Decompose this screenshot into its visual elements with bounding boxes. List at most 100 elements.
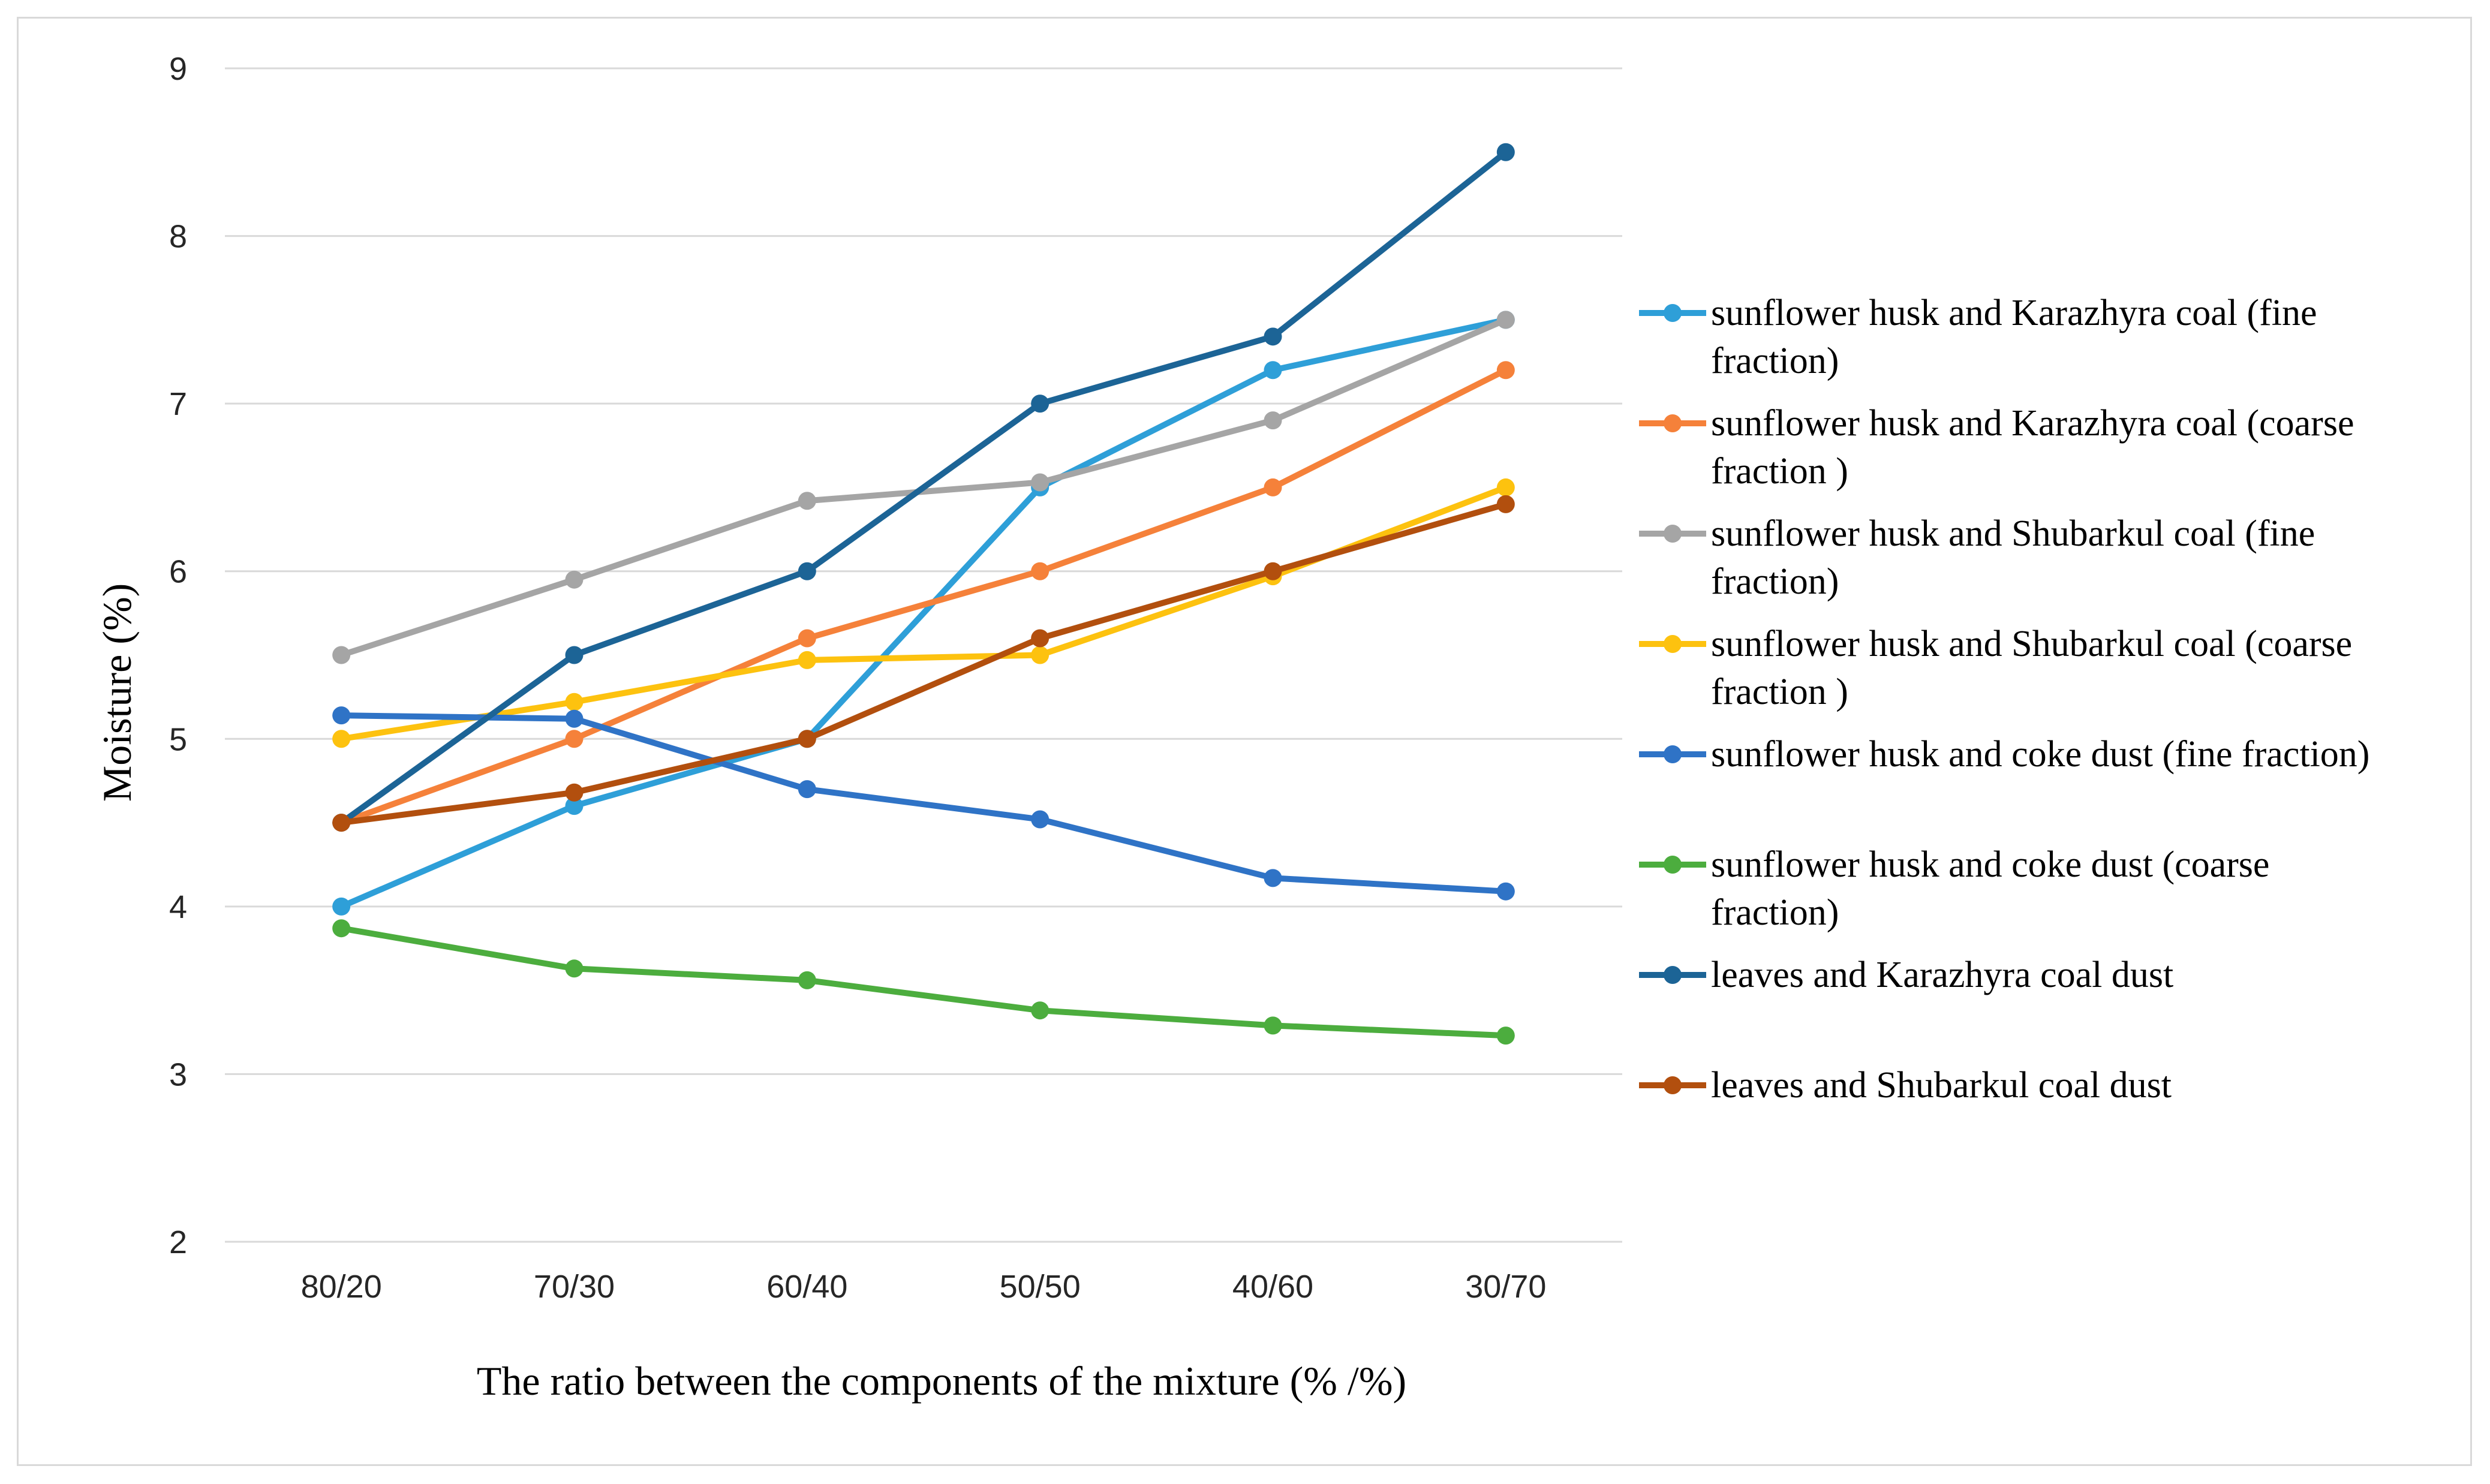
y-tick-label: 6 <box>169 554 187 590</box>
data-point <box>1496 311 1515 329</box>
data-point <box>332 814 351 832</box>
legend-entry: sunflower husk and Shubarkul coal (coars… <box>1639 624 2352 712</box>
series-line <box>338 367 1509 826</box>
data-point <box>1264 1016 1282 1035</box>
legend-swatch-marker <box>1664 856 1682 874</box>
y-tick-label: 2 <box>169 1224 187 1260</box>
x-tick-label: 70/30 <box>534 1269 615 1305</box>
data-point <box>1496 143 1515 161</box>
series-line <box>338 712 1509 895</box>
series-3 <box>332 311 1515 664</box>
legend-swatch-marker <box>1664 525 1682 543</box>
legend-label: leaves and Shubarkul coal dust <box>1711 1065 2172 1106</box>
data-point <box>1496 361 1515 380</box>
legend-swatch-marker <box>1664 304 1682 322</box>
data-point <box>565 959 584 978</box>
data-point <box>1031 473 1049 492</box>
y-axis-ticks: 2 3 4 5 6 7 8 9 <box>169 51 187 1260</box>
series-5 <box>332 706 1515 901</box>
x-tick-label: 30/70 <box>1465 1269 1546 1305</box>
x-tick-label: 60/40 <box>766 1269 847 1305</box>
legend-swatch-marker <box>1664 635 1682 653</box>
series-6 <box>332 919 1515 1045</box>
legend-entry: sunflower husk and coke dust (fine fract… <box>1639 734 2369 775</box>
data-point <box>332 897 351 916</box>
data-point <box>332 646 351 664</box>
gridlines <box>225 67 1622 1243</box>
legend: sunflower husk and Karazhyra coal (fine f… <box>1639 293 2369 1106</box>
data-point <box>798 730 816 748</box>
data-point <box>1264 869 1282 887</box>
x-tick-label: 40/60 <box>1232 1269 1313 1305</box>
data-point <box>1031 629 1049 648</box>
data-point <box>1264 411 1282 430</box>
legend-entry: leaves and Shubarkul coal dust <box>1639 1065 2172 1106</box>
legend-label: sunflower husk and Shubarkul coal (coars… <box>1711 624 2352 664</box>
data-point <box>1496 495 1515 513</box>
legend-label: sunflower husk and coke dust (coarse <box>1711 844 2269 885</box>
series-line <box>338 925 1509 1039</box>
series-1 <box>332 311 1515 916</box>
data-point <box>798 971 816 989</box>
data-point <box>798 562 816 580</box>
y-tick-label: 3 <box>169 1056 187 1092</box>
y-tick-label: 4 <box>169 889 187 925</box>
data-point <box>1496 1027 1515 1045</box>
data-point <box>1031 1001 1049 1020</box>
y-tick-label: 8 <box>169 219 187 255</box>
data-point <box>798 629 816 648</box>
legend-label: sunflower husk and Karazhyra coal (coars… <box>1711 403 2354 444</box>
legend-label: sunflower husk and Shubarkul coal (fine <box>1711 513 2315 554</box>
legend-label: fraction) <box>1711 892 1839 933</box>
data-point <box>798 780 816 799</box>
y-axis-label: Moisture (%) <box>94 583 140 802</box>
legend-swatch-marker <box>1664 1076 1682 1094</box>
data-point <box>798 492 816 510</box>
data-point <box>1496 478 1515 496</box>
series-line <box>338 501 1509 826</box>
data-point <box>1264 562 1282 580</box>
data-point <box>565 646 584 664</box>
legend-swatch-marker <box>1664 745 1682 763</box>
series-2 <box>332 361 1515 832</box>
chart-frame <box>17 17 2472 1466</box>
data-point <box>565 783 584 802</box>
data-point <box>1496 882 1515 901</box>
data-point <box>1264 478 1282 496</box>
data-point <box>798 651 816 669</box>
y-tick-label: 9 <box>169 51 187 87</box>
series-layer <box>332 143 1515 1045</box>
data-point <box>1031 810 1049 829</box>
legend-swatch-marker <box>1664 414 1682 432</box>
legend-swatch-marker <box>1664 966 1682 984</box>
x-axis-ticks: 80/20 70/30 60/40 50/50 40/60 30/70 <box>301 1269 1547 1305</box>
series-line <box>338 317 1509 658</box>
data-point <box>332 919 351 938</box>
legend-entry: sunflower husk and Shubarkul coal (fine f… <box>1639 513 2315 602</box>
x-tick-label: 50/50 <box>1000 1269 1081 1305</box>
data-point <box>1031 562 1049 580</box>
data-point <box>1264 361 1282 380</box>
legend-entry: sunflower husk and Karazhyra coal (coars… <box>1639 403 2354 492</box>
data-point <box>332 706 351 725</box>
data-point <box>1264 327 1282 346</box>
legend-label: sunflower husk and Karazhyra coal (fine <box>1711 293 2317 333</box>
legend-label: fraction) <box>1711 341 1839 381</box>
data-point <box>1031 646 1049 664</box>
legend-label: fraction ) <box>1711 672 1848 712</box>
legend-entry: leaves and Karazhyra coal dust <box>1639 955 2173 995</box>
legend-entry: sunflower husk and Karazhyra coal (fine f… <box>1639 293 2317 381</box>
legend-entry: sunflower husk and coke dust (coarse frac… <box>1639 844 2269 933</box>
legend-label: fraction) <box>1711 561 1839 602</box>
x-tick-label: 80/20 <box>301 1269 382 1305</box>
data-point <box>565 730 584 748</box>
data-point <box>565 709 584 728</box>
series-8 <box>332 495 1515 832</box>
data-point <box>1031 395 1049 413</box>
legend-label: sunflower husk and coke dust (fine fract… <box>1711 734 2369 775</box>
series-line <box>338 149 1509 826</box>
data-point <box>565 693 584 711</box>
data-point <box>565 797 584 815</box>
series-line <box>338 317 1509 910</box>
